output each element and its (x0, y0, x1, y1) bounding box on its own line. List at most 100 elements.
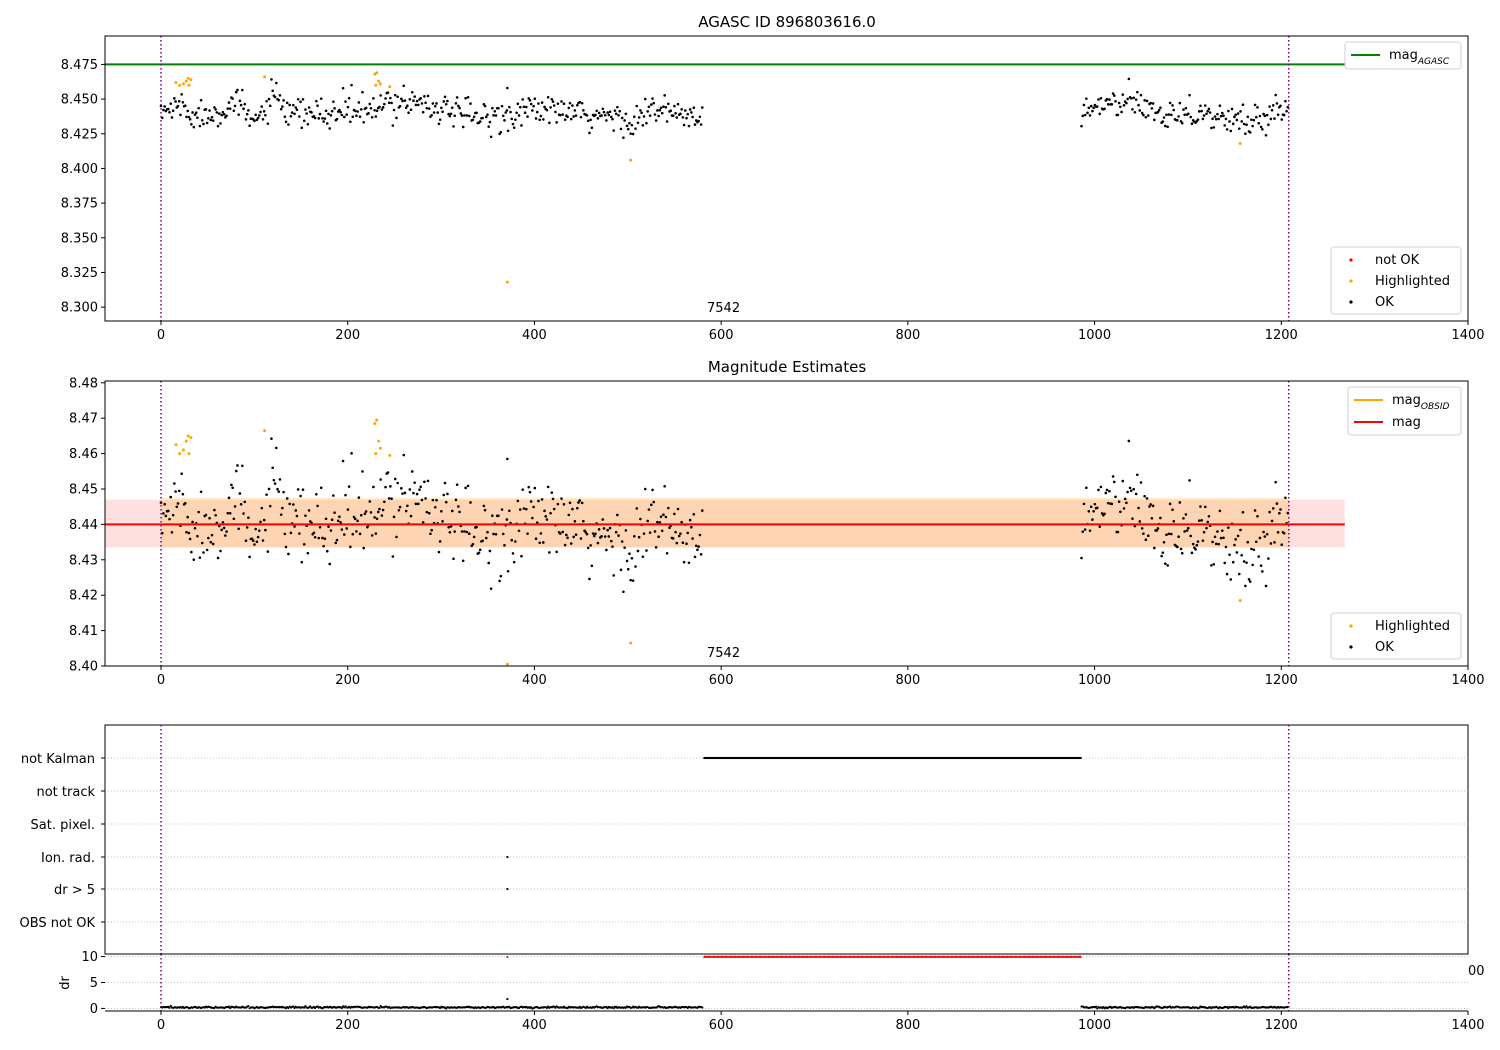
top-ok-point (438, 118, 442, 121)
top-ok-point (550, 97, 554, 101)
top-ok-point (261, 117, 265, 121)
mid-ok-point (1131, 517, 1134, 520)
top-ok-point (417, 103, 420, 107)
mid-ok-point (438, 540, 442, 543)
top-ok-point (419, 96, 423, 100)
top-ok-point (1222, 114, 1225, 117)
mid-ok-point (427, 511, 431, 515)
top-ok-point (1157, 108, 1161, 112)
mid-ok-point (677, 534, 681, 538)
mid-highlighted-point (178, 452, 182, 456)
top-ok-point (691, 115, 694, 119)
top-ok-point (478, 120, 482, 123)
top-ok-point (1199, 104, 1202, 108)
mid-ok-point (410, 470, 414, 473)
top-ok-point (578, 100, 582, 104)
mid-highlighted-point (181, 448, 185, 452)
top-ok-point (402, 84, 406, 88)
top-ok-point (1161, 120, 1165, 123)
top-ok-point (197, 106, 200, 110)
top-ok-point (359, 108, 363, 111)
mid-ok-point (674, 530, 677, 534)
top-ok-point (466, 95, 470, 99)
mid-ok-point (408, 488, 412, 491)
mid-ok-point (673, 512, 676, 516)
mid-ok-point (650, 503, 653, 507)
top-ok-point (1214, 117, 1218, 121)
mid-ok-point (663, 484, 666, 488)
mid-ok-point (501, 532, 505, 536)
top-highlighted-point (1238, 141, 1242, 145)
mid-ok-point (413, 481, 416, 484)
top-ok-point (1146, 114, 1150, 117)
mid-ok-point (1242, 560, 1246, 563)
mid-ok-point (1278, 511, 1281, 515)
top-ok-point (436, 111, 440, 114)
top-ok-point (339, 110, 342, 114)
top-ok-point (569, 117, 573, 121)
top-ok-point (529, 102, 533, 106)
mid-ok-point (1165, 533, 1168, 537)
top-ok-point (486, 113, 489, 116)
top-ok-point (353, 109, 357, 113)
top-ok-point (321, 116, 324, 120)
top-ok-point (1120, 110, 1123, 114)
mid-ok-point (635, 507, 639, 510)
mid-ok-point (304, 514, 307, 517)
mid-ok-point (187, 531, 191, 535)
top-ok-point (1268, 105, 1271, 108)
legend-mag-obsid-label: magOBSID (1392, 393, 1450, 412)
top-ok-point (262, 110, 266, 113)
top-highlighted-point (187, 83, 191, 87)
mid-ok-point (1185, 529, 1189, 532)
top-ok-point (1143, 99, 1146, 102)
top-ok-point (674, 111, 677, 115)
panel-dr-ylabel: dr (58, 976, 73, 990)
mid-ok-point (193, 526, 197, 530)
top-ok-point (602, 110, 606, 114)
mid-ok-point (516, 499, 520, 503)
top-highlighted-point (377, 79, 381, 83)
mid-ok-point (1219, 536, 1223, 540)
mid-ok-point (423, 480, 426, 484)
top-ok-point (494, 114, 498, 117)
top-ok-point (1227, 109, 1230, 113)
top-ok-point (1119, 105, 1122, 109)
top-ok-point (183, 104, 187, 107)
top-ok-point (278, 94, 282, 97)
mid-ok-point (648, 531, 652, 534)
mid-ok-point (699, 553, 703, 556)
mid-ok-point (392, 515, 396, 519)
mid-ok-point (550, 491, 554, 494)
mid-ok-point (417, 502, 420, 506)
mid-ok-point (368, 500, 372, 503)
mid-ok-point (171, 513, 175, 517)
mid-ok-point (1092, 509, 1095, 513)
mid-ok-point (1211, 540, 1214, 544)
top-ok-point (374, 115, 378, 118)
top-ok-point (555, 121, 558, 124)
mid-ok-point (489, 587, 493, 590)
top-ok-point (398, 104, 402, 108)
mid-ok-point (191, 520, 194, 524)
flag-label-dr-gt-5: dr > 5 (54, 883, 95, 898)
top-ok-point (245, 112, 249, 116)
mid-ok-point (556, 502, 560, 506)
mid-ok-point (639, 517, 642, 521)
mid-ok-point (700, 509, 704, 512)
mid-ok-point (696, 548, 699, 551)
top-ok-point (362, 120, 365, 124)
mid-ok-point (266, 550, 270, 553)
mid-ok-point (295, 514, 299, 518)
mid-ok-point (561, 530, 565, 534)
top-ok-point (202, 122, 205, 126)
mid-ok-point (691, 537, 694, 540)
mid-ok-point (1259, 564, 1263, 567)
top-ok-point (384, 97, 387, 100)
mid-ok-point (628, 552, 631, 555)
top-ok-point (612, 129, 615, 132)
mid-ok-point (346, 508, 350, 511)
mid-ok-point (283, 532, 287, 536)
mid-ok-point (1116, 530, 1120, 534)
mid-ok-point (508, 509, 511, 513)
